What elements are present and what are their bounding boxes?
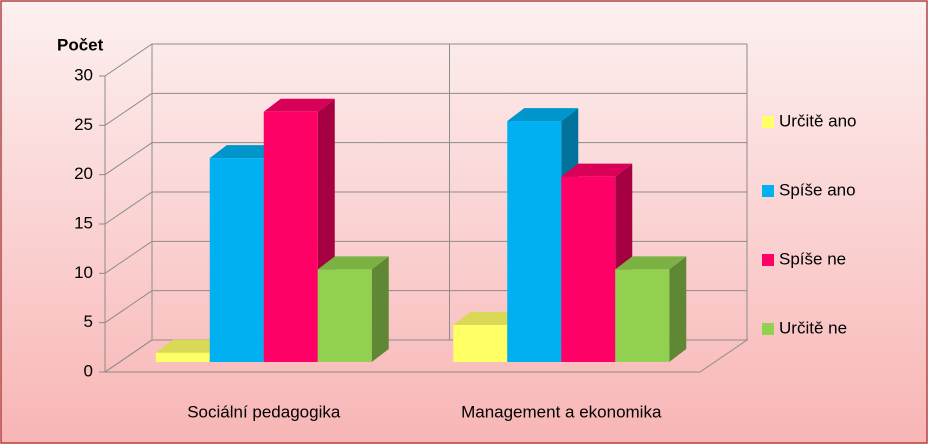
bar-top <box>615 256 687 270</box>
grid-line <box>104 43 747 77</box>
bar-side <box>669 256 687 362</box>
grid-line <box>104 92 747 126</box>
bar-top <box>155 339 227 353</box>
y-tick-label: 10 <box>74 263 93 282</box>
bar-top <box>561 163 633 177</box>
y-tick-label: 5 <box>84 312 93 331</box>
y-tick-label: 0 <box>84 361 93 380</box>
legend-label: Spíše ano <box>779 180 856 199</box>
bar-top <box>209 145 281 159</box>
bar-top <box>507 108 579 122</box>
legend-swatch <box>762 323 774 335</box>
bar <box>615 269 670 362</box>
legend-swatch <box>762 254 774 266</box>
y-tick-label: 15 <box>74 213 93 232</box>
y-tick-label: 20 <box>74 164 93 183</box>
legend-label: Určitě ne <box>779 318 847 337</box>
bar <box>155 352 210 362</box>
legend-swatch <box>762 185 774 197</box>
bar-side <box>371 256 389 362</box>
legend-swatch <box>762 116 774 128</box>
bar-top <box>263 98 335 112</box>
bar <box>453 324 508 362</box>
y-tick-label: 25 <box>74 115 93 134</box>
bar <box>317 269 372 362</box>
x-tick-label: Sociální pedagogika <box>187 402 341 421</box>
legend-label: Určitě ano <box>779 111 856 130</box>
legend-label: Spíše ne <box>779 249 846 268</box>
bar-top <box>317 256 389 270</box>
bar <box>263 111 318 362</box>
bar <box>507 121 562 362</box>
bar-top <box>453 311 525 325</box>
bar <box>561 176 616 362</box>
y-tick-label: 30 <box>74 65 93 84</box>
x-tick-label: Management a ekonomika <box>461 402 662 421</box>
y-axis-label: Počet <box>57 35 104 54</box>
bar <box>209 158 264 362</box>
